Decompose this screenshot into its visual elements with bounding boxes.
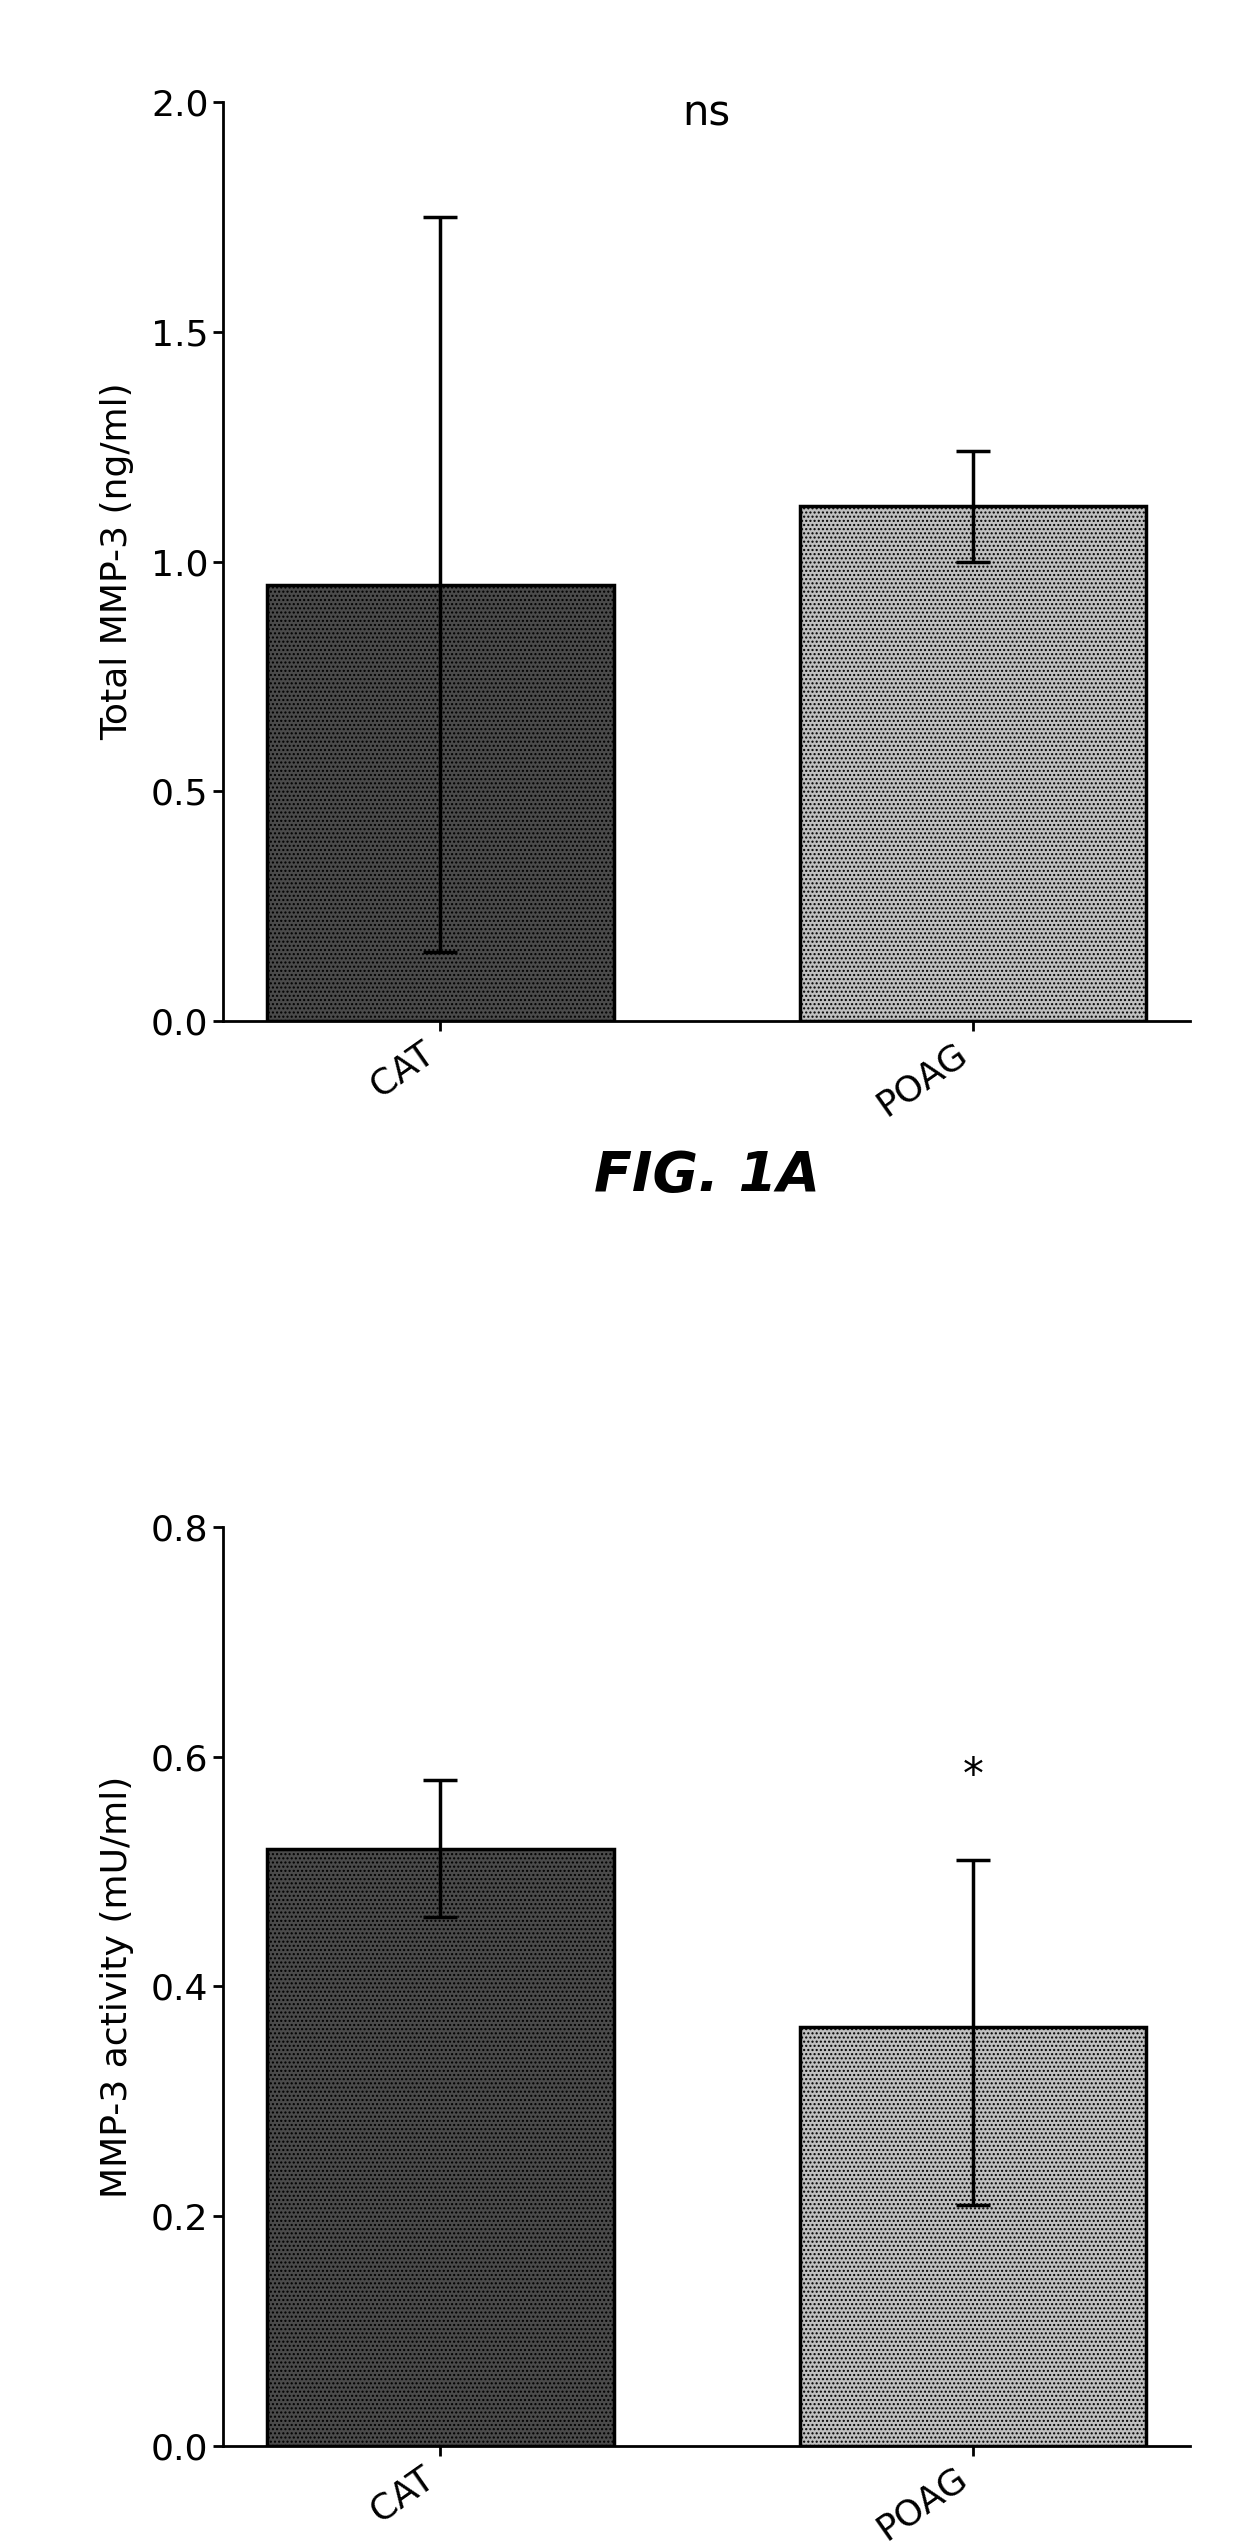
- Text: FIG. 1A: FIG. 1A: [594, 1149, 820, 1203]
- Text: ns: ns: [683, 92, 730, 135]
- Y-axis label: Total MMP-3 (ng/ml): Total MMP-3 (ng/ml): [100, 382, 134, 741]
- Bar: [267, 583, 614, 1022]
- Text: *: *: [962, 1756, 983, 1796]
- Bar: [800, 507, 1147, 1022]
- Y-axis label: MMP-3 activity (mU/ml): MMP-3 activity (mU/ml): [100, 1776, 134, 2196]
- Bar: [800, 2026, 1147, 2446]
- Bar: [267, 1847, 614, 2446]
